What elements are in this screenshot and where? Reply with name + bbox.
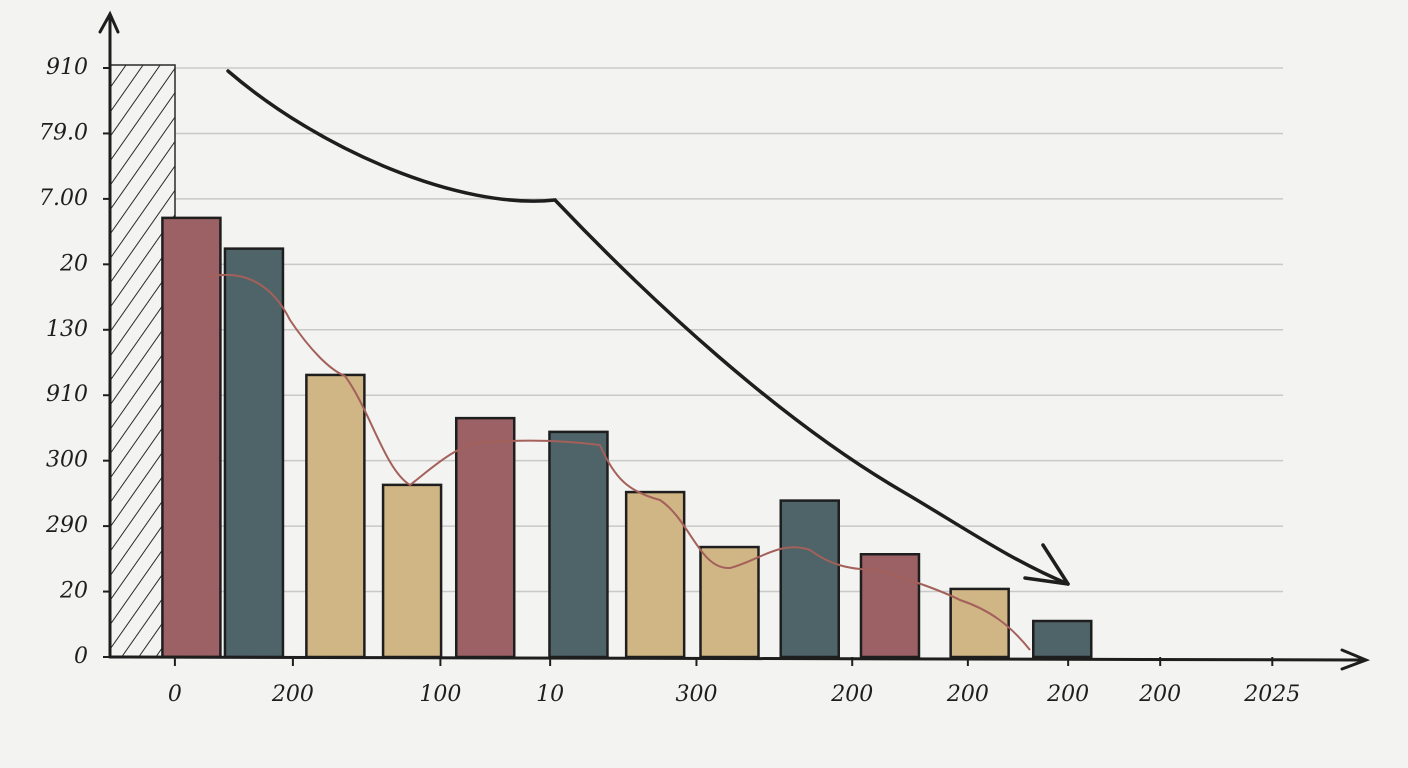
x-tick-label: 200 [830,682,873,707]
bar [454,416,516,659]
bars [161,216,1093,659]
x-tick-label: 200 [271,682,314,707]
bar [381,483,443,659]
bar [223,247,285,659]
x-axis-arrow [1340,648,1371,671]
bar [624,490,686,659]
y-tick-label: 20 [59,579,88,604]
x-tick-label: 2025 [1243,682,1300,707]
y-tick-label: 130 [46,317,88,342]
ticks: 0 20 290 300 910 130 20 7.00 79.0 910 0 200 100 10 300… [39,55,1300,707]
bar [779,499,840,659]
bar [859,553,921,659]
x-tick-label: 200 [946,682,989,707]
y-tick-label: 300 [46,448,88,473]
x-tick-label: 10 [536,682,564,707]
x-tick-label: 200 [1046,682,1089,707]
y-axis-arrow [98,10,120,34]
trend-curve [207,273,1031,651]
arrow-head [1023,543,1070,586]
trend-arrow [226,69,1070,586]
y-tick-label: 910 [46,55,88,80]
x-tick-label: 300 [675,682,717,707]
x-tick-label: 200 [1138,682,1181,707]
bar [548,430,609,659]
y-tick-label: 79.0 [39,120,88,145]
y-tick-label: 290 [45,513,88,538]
bar [161,216,222,659]
x-axis [108,655,1364,662]
x-tick-label: 0 [168,682,182,707]
y-tick-label: 0 [74,644,88,669]
bar [699,545,760,659]
x-tick-label: 100 [419,682,461,707]
y-tick-label: 7.00 [39,186,88,211]
y-tick-label: 20 [59,251,88,276]
bar [1032,619,1093,659]
y-tick-label: 910 [46,382,88,407]
bar [305,373,366,659]
